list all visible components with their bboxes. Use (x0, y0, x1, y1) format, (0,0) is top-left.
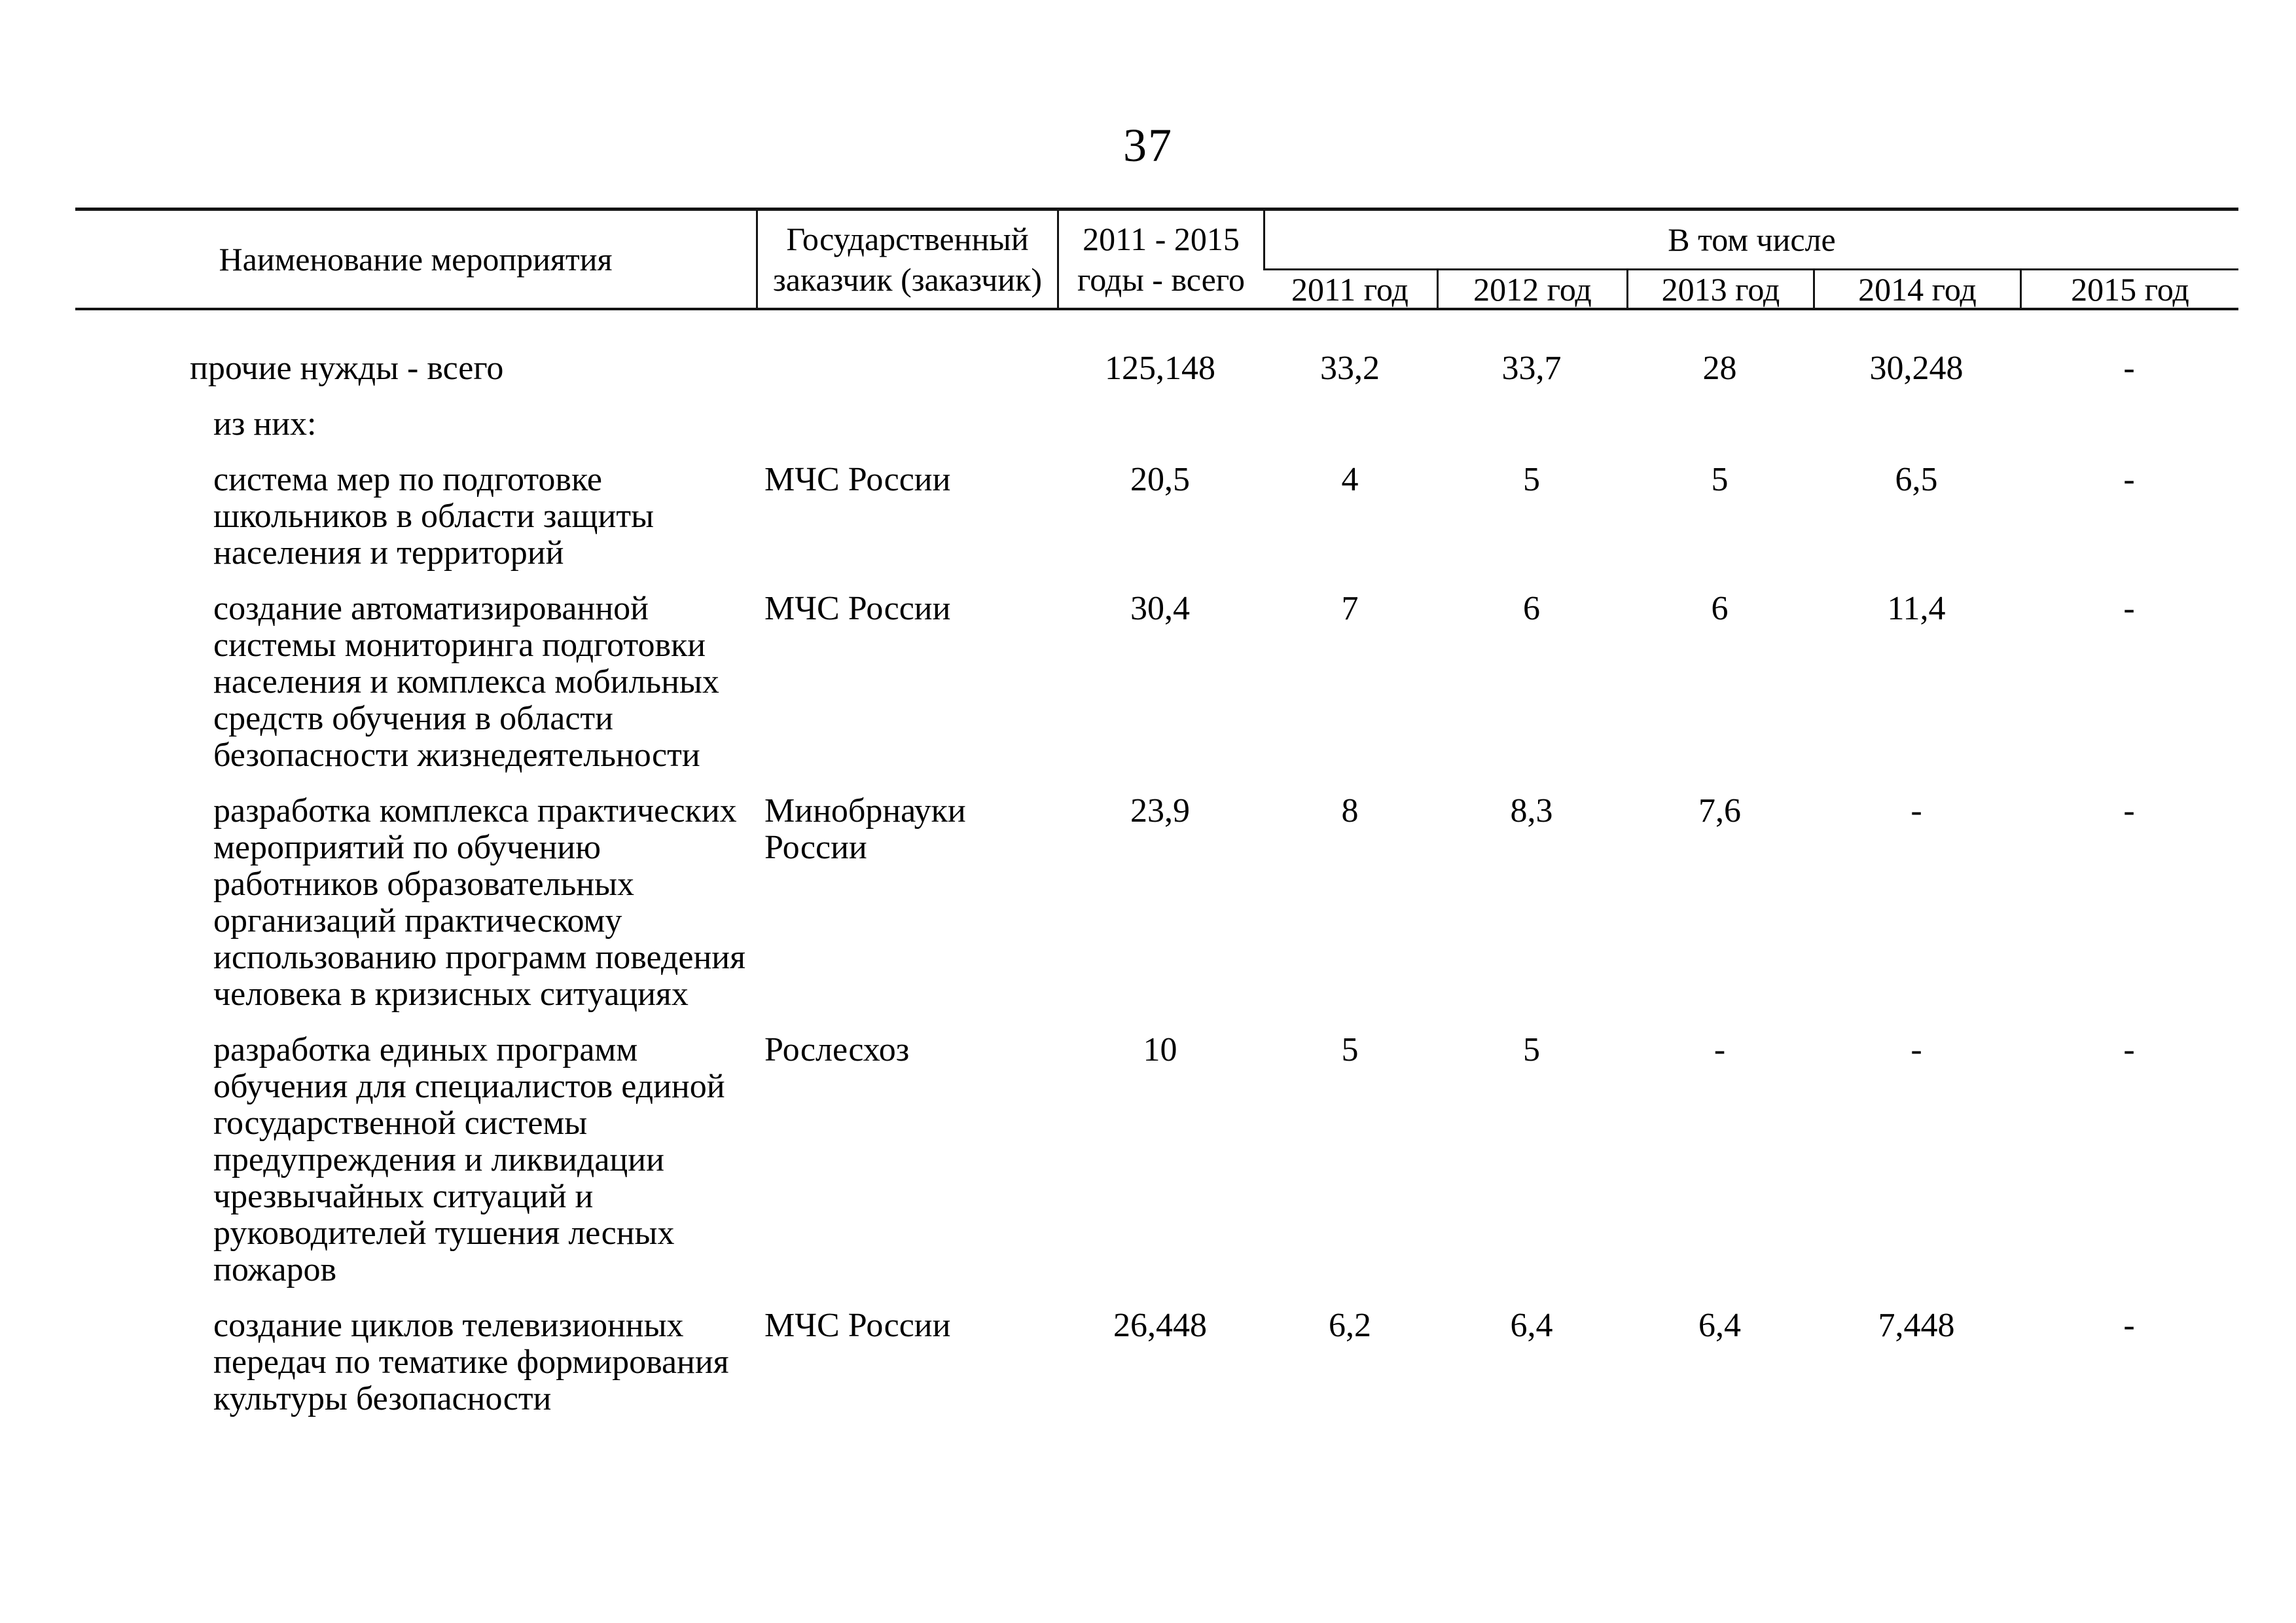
row-2012-cell: 6,4 (1510, 1307, 1553, 1344)
header-customer-col: Государственный заказчик (заказчик) (756, 211, 1057, 308)
row-2013-cell: - (1713, 1031, 1726, 1068)
row-customer-cell: МЧС России (764, 590, 951, 627)
expenditure-table: Наименование мероприятия Государственный… (75, 208, 2238, 1417)
row-2011-cell: 8 (1341, 792, 1359, 830)
table-row: разработка единых программ обучения для … (75, 1032, 2238, 1288)
table-header: Наименование мероприятия Государственный… (75, 208, 2238, 310)
row-2014-cell: - (1910, 792, 1922, 830)
row-name-cell: создание автоматизированной системы мони… (213, 590, 719, 774)
row-total-cell: 23,9 (1130, 792, 1190, 830)
header-name-col: Наименование мероприятия (219, 241, 613, 278)
row-2014-cell: 11,4 (1887, 590, 1946, 627)
row-2013-cell: 7,6 (1698, 792, 1741, 830)
row-name-cell: система мер по подготовке школьников в о… (213, 461, 655, 572)
row-name-cell: разработка комплекса практических меропр… (213, 792, 746, 1013)
page-number: 37 (1123, 119, 1173, 172)
row-total-cell: 125,148 (1105, 350, 1215, 387)
header-year-2011: 2011 год (1291, 270, 1408, 308)
row-2011-cell: 7 (1341, 590, 1359, 627)
table-row: создание автоматизированной системы мони… (75, 591, 2238, 774)
row-2015-cell: - (2123, 461, 2135, 498)
row-2014-cell: 7,448 (1878, 1307, 1955, 1344)
row-2011-cell: 33,2 (1320, 350, 1380, 387)
row-2013-cell: 5 (1711, 461, 1729, 498)
row-name-cell: создание циклов телевизионных передач по… (213, 1307, 729, 1417)
row-total-cell: 10 (1143, 1031, 1177, 1068)
row-2015-cell: - (2123, 792, 2135, 830)
row-total-cell: 20,5 (1130, 461, 1190, 498)
header-year-2012: 2012 год (1437, 270, 1626, 308)
table-row: из них: (75, 406, 2238, 443)
row-2011-cell: 6,2 (1329, 1307, 1371, 1344)
row-2015-cell: - (2123, 1307, 2135, 1344)
row-2014-cell: - (1910, 1031, 1922, 1068)
row-customer-cell: МЧС России (764, 1307, 951, 1344)
header-including: В том числе (1263, 211, 2238, 270)
row-2014-cell: 6,5 (1895, 461, 1938, 498)
row-2015-cell: - (2123, 590, 2135, 627)
row-total-cell: 30,4 (1130, 590, 1190, 627)
row-name-cell: из них: (213, 405, 317, 443)
row-2015-cell: - (2123, 350, 2135, 387)
row-2012-cell: 5 (1523, 461, 1540, 498)
header-year-2015: 2015 год (2020, 270, 2238, 308)
row-customer-cell: Рослесхоз (764, 1031, 910, 1068)
row-name-cell: прочие нужды - всего (190, 350, 504, 387)
row-total-cell: 26,448 (1113, 1307, 1207, 1344)
row-2012-cell: 33,7 (1501, 350, 1562, 387)
row-2015-cell: - (2123, 1031, 2135, 1068)
table-row: прочие нужды - всего 125,148 33,2 33,7 2… (75, 350, 2238, 387)
row-2013-cell: 6 (1711, 590, 1729, 627)
row-2012-cell: 5 (1523, 1031, 1540, 1068)
row-2013-cell: 28 (1702, 350, 1737, 387)
table-row: разработка комплекса практических меропр… (75, 793, 2238, 1013)
row-2012-cell: 6 (1523, 590, 1540, 627)
row-customer-cell: МЧС России (764, 461, 951, 498)
row-2011-cell: 5 (1341, 1031, 1359, 1068)
row-2013-cell: 6,4 (1698, 1307, 1741, 1344)
row-name-cell: разработка единых программ обучения для … (213, 1031, 725, 1288)
header-years-row: 2011 год 2012 год 2013 год 2014 год 2015… (1263, 270, 2238, 308)
table-row: система мер по подготовке школьников в о… (75, 462, 2238, 572)
row-customer-cell: Минобрнауки России (764, 792, 966, 866)
row-2014-cell: 30,248 (1869, 350, 1964, 387)
header-year-2014: 2014 год (1813, 270, 2020, 308)
row-2012-cell: 8,3 (1510, 792, 1553, 830)
table-body: прочие нужды - всего 125,148 33,2 33,7 2… (75, 350, 2238, 1417)
header-total-col: 2011 - 2015 годы - всего (1057, 211, 1263, 308)
header-year-2013: 2013 год (1626, 270, 1813, 308)
row-2011-cell: 4 (1341, 461, 1359, 498)
table-row: создание циклов телевизионных передач по… (75, 1307, 2238, 1417)
